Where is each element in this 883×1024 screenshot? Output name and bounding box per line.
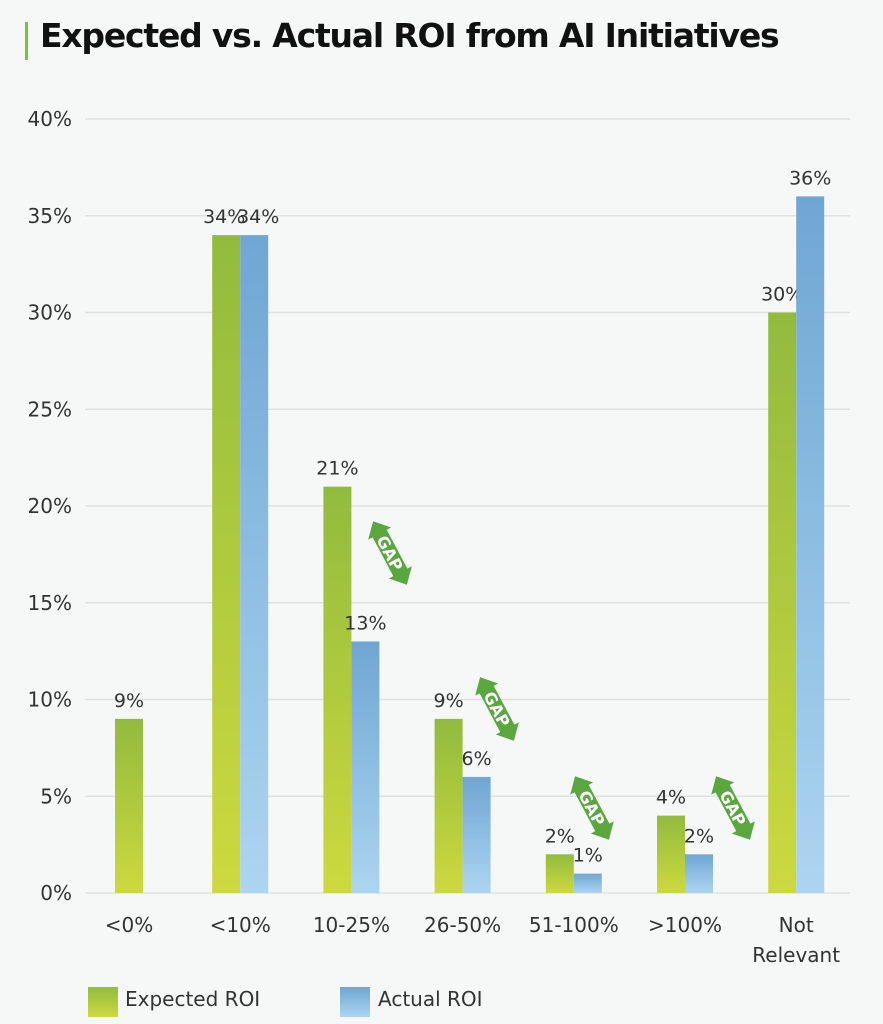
x-tick-label: Relevant: [752, 943, 840, 967]
y-tick-label: 40%: [28, 107, 72, 131]
y-tick-label: 25%: [28, 397, 72, 421]
y-tick-label: 10%: [28, 688, 72, 712]
data-label: 36%: [789, 167, 831, 189]
legend-swatch-actual: [340, 987, 370, 1017]
x-tick-label: >100%: [648, 913, 722, 937]
legend-label-actual: Actual ROI: [378, 987, 483, 1011]
y-tick-label: 35%: [28, 204, 72, 228]
bar-expected: [545, 854, 574, 893]
data-label: 9%: [434, 690, 464, 712]
data-label: 9%: [114, 690, 144, 712]
bar-expected: [212, 235, 241, 894]
data-label: 30%: [761, 284, 803, 306]
x-tick-label: Not: [779, 913, 814, 937]
data-label: 13%: [344, 612, 386, 634]
gap-arrow-icon: GAP: [368, 521, 412, 585]
bar-actual: [685, 854, 713, 893]
double-arrow-shape: [711, 776, 755, 840]
y-tick-label: 20%: [28, 494, 72, 518]
x-tick-label: <0%: [105, 913, 154, 937]
data-label: 4%: [656, 787, 686, 809]
y-tick-label: 0%: [40, 881, 72, 905]
bar-expected: [657, 815, 685, 893]
y-tick-label: 30%: [28, 301, 72, 325]
legend-label-expected: Expected ROI: [125, 987, 261, 1011]
bar-actual: [796, 196, 825, 893]
legend-swatch-expected: [88, 987, 118, 1017]
data-label: 1%: [573, 845, 603, 867]
data-label: 21%: [316, 458, 358, 480]
y-tick-label: 15%: [28, 591, 72, 615]
bar-expected: [768, 312, 797, 893]
data-label: 2%: [684, 825, 714, 847]
bar-actual: [240, 235, 269, 894]
bar-expected: [115, 718, 143, 893]
data-label: 34%: [203, 206, 245, 228]
double-arrow-shape: [368, 521, 412, 585]
chart-title: Expected vs. Actual ROI from AI Initiati…: [40, 16, 780, 55]
data-label: 6%: [462, 748, 492, 770]
x-tick-label: 10-25%: [313, 913, 390, 937]
bar-expected: [434, 718, 463, 893]
x-tick-label: 51-100%: [529, 913, 619, 937]
double-arrow-shape: [570, 776, 614, 840]
data-label: 2%: [545, 825, 575, 847]
data-label: 34%: [237, 206, 279, 228]
bar-expected: [323, 486, 352, 893]
x-tick-label: <10%: [210, 913, 271, 937]
title-accent-bar: [25, 22, 28, 60]
bar-actual: [351, 641, 380, 893]
x-tick-label: 26-50%: [424, 913, 501, 937]
gap-arrow-icon: GAP: [475, 677, 519, 741]
bar-actual: [462, 776, 491, 893]
bar-actual: [573, 873, 602, 893]
double-arrow-shape: [475, 677, 519, 741]
y-tick-label: 5%: [40, 784, 72, 808]
